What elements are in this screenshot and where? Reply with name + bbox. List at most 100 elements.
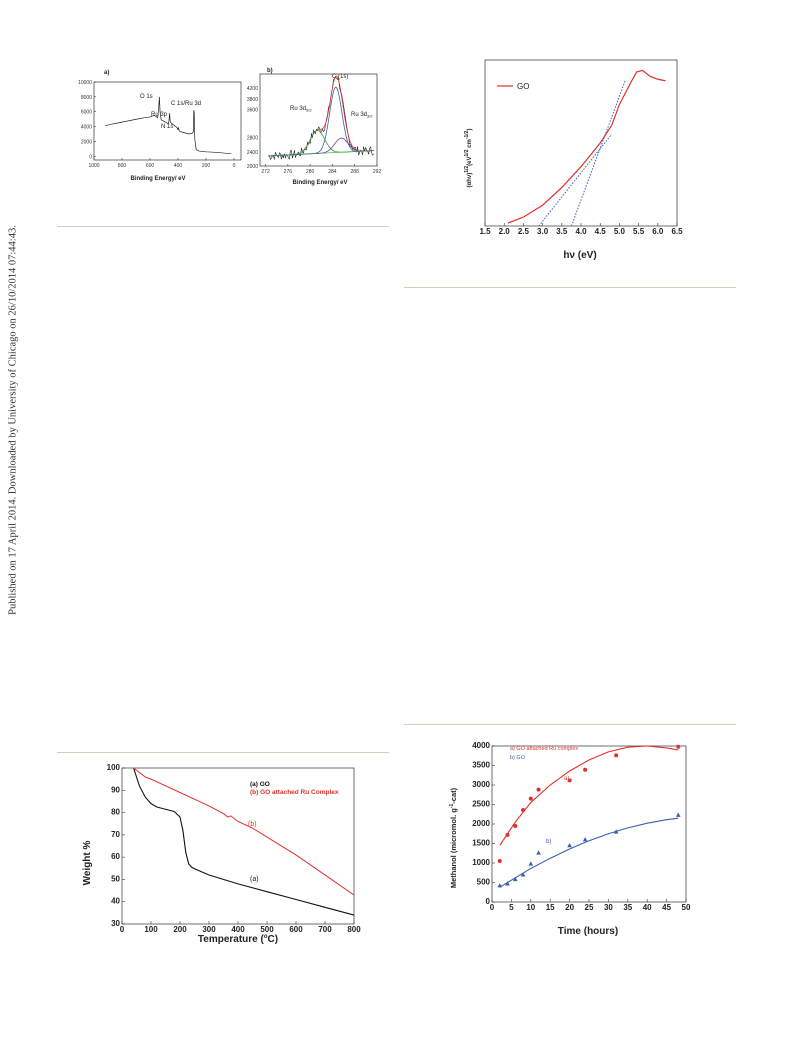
tga-go-line xyxy=(133,767,355,916)
methanol-go-point xyxy=(512,876,518,882)
xps-b-ann-ru52: Ru 3d5/2 xyxy=(290,106,312,113)
xps-a-plot-frame xyxy=(93,81,242,161)
methanol-ru-point xyxy=(513,823,518,828)
xps-a-x-tick-label: 0 xyxy=(233,163,236,169)
xps-a-y-tick-label: 0 xyxy=(89,154,92,160)
xps-b-y-tick-label: 2400 xyxy=(247,150,258,156)
methanol-ru-point xyxy=(497,859,502,864)
tga-y-tick-label: 90 xyxy=(111,785,120,794)
meth-y-tick-label: 1500 xyxy=(472,839,490,848)
methanol-go-point xyxy=(613,829,619,834)
meth-x-tick-label: 15 xyxy=(546,903,555,912)
separator-left-top xyxy=(57,226,389,227)
xps-b-x-tick-label: 288 xyxy=(351,169,360,175)
tga-y-tick-label: 40 xyxy=(111,897,120,906)
methanol-go-fit-line xyxy=(499,817,679,888)
tauc-x-tick-label: 4.0 xyxy=(575,227,587,236)
xps-b-y-tick-label: 3800 xyxy=(247,97,258,103)
methanol-ru-point xyxy=(676,744,681,749)
xps-a-ann-n1s: N 1s xyxy=(161,124,173,130)
xps-a-y-tick-label: 8000 xyxy=(81,95,92,101)
tga-legend-a: (a) GO xyxy=(250,781,270,788)
xps-a-y-tick-label: 10000 xyxy=(78,80,92,86)
xps-a-xlabel: Binding Energy/ eV xyxy=(130,176,185,182)
xps-survey-chart: a) 1000 800 600 400 200 010000800060004000200… xyxy=(78,70,242,182)
meth-y-tick-label: 500 xyxy=(477,878,491,887)
xps-a-y-tick-label: 4000 xyxy=(81,125,92,131)
tga-y-tick-label: 30 xyxy=(111,919,120,928)
methanol-ru-point xyxy=(614,753,619,758)
xps-a-x-tick-label: 400 xyxy=(174,163,183,169)
xps-c1s-component-line xyxy=(268,86,374,157)
meth-curve-label-b: b) xyxy=(546,839,551,845)
tauc-go-line xyxy=(507,69,666,224)
methanol-ru-fit-line xyxy=(499,745,679,846)
methanol-ru-point xyxy=(505,832,510,837)
xps-a-y-tick-label: 2000 xyxy=(81,139,92,145)
tauc-x-tick-label: 3.5 xyxy=(556,227,568,236)
tga-legend-b: (b) GO attached Ru Complex xyxy=(250,789,339,796)
meth-x-tick-label: 40 xyxy=(643,903,652,912)
xps-c1s-chart: b) 272 276 280 284 288 292 4200 3800 3600 2800 240… xyxy=(247,68,382,186)
methanol-ru-point xyxy=(583,767,588,772)
xps-b-ann-ru32: Ru 3d3/2 xyxy=(351,112,373,119)
tauc-ylabel: (αhν)1/2(eV1/2 cm-1/2) xyxy=(464,129,473,188)
xps-a-x-tick-label: 200 xyxy=(202,163,211,169)
xps-b-x-tick-label: 280 xyxy=(306,169,315,175)
xps-a-x-tick-label: 600 xyxy=(146,163,155,169)
meth-x-tick-label: 20 xyxy=(565,903,574,912)
tga-y-tick-label: 50 xyxy=(111,874,120,883)
methanol-go-point xyxy=(567,842,572,848)
methanol-ru-point xyxy=(528,796,533,801)
tga-ru-complex-line xyxy=(133,767,355,896)
meth-y-tick-label: 3500 xyxy=(472,761,490,770)
xps-b-y-tick-label: 2000 xyxy=(247,164,258,170)
separator-right-bottom xyxy=(404,724,736,725)
xps-survey-line xyxy=(105,96,232,155)
meth-ylabel: Methanol (micromol. g-1-cat) xyxy=(449,787,458,888)
meth-y-tick-label: 2000 xyxy=(472,819,490,828)
meth-y-tick-label: 3000 xyxy=(472,780,490,789)
publication-note-text: Published on 17 April 2014. Downloaded b… xyxy=(7,225,19,615)
tauc-tangent-line-2 xyxy=(570,80,626,227)
meth-y-tick-label: 1000 xyxy=(472,858,490,867)
tga-x-tick-label: 500 xyxy=(260,925,274,934)
meth-xlabel: Time (hours) xyxy=(558,926,618,937)
tga-curve-label-a: (a) xyxy=(250,876,259,883)
methanol-go-point xyxy=(582,837,588,842)
tga-x-tick-label: 400 xyxy=(231,925,245,934)
meth-legend-a: a) GO attached Ru complex xyxy=(510,746,578,752)
publication-note: Published on 17 April 2014. Downloaded b… xyxy=(4,180,22,660)
tga-y-tick-label: 70 xyxy=(111,830,120,839)
tga-x-tick-label: 100 xyxy=(144,925,158,934)
tauc-x-tick-label: 5.5 xyxy=(633,227,645,236)
xps-b-y-tick-label: 4200 xyxy=(247,86,258,92)
meth-x-tick-label: 0 xyxy=(490,903,495,912)
methanol-ru-point xyxy=(521,807,526,812)
xps-a-ann-ru3p: Ru 3p xyxy=(151,112,168,118)
methanol-go-point xyxy=(675,812,681,817)
xps-b-x-tick-label: 292 xyxy=(373,169,382,175)
xps-a-ann-c1s: C 1s/Ru 3d xyxy=(171,101,201,107)
tga-x-tick-label: 300 xyxy=(202,925,216,934)
methanol-go-point xyxy=(497,883,503,888)
tga-x-tick-label: 700 xyxy=(318,925,332,934)
separator-left-bottom xyxy=(57,752,389,753)
xps-a-x-tick-label: 800 xyxy=(118,163,127,169)
tauc-x-tick-label: 5.0 xyxy=(614,227,626,236)
meth-y-tick-label: 4000 xyxy=(472,741,490,750)
xps-a-ann-o1s: O 1s xyxy=(140,94,153,100)
xps-b-ann-c1s: C (1s) xyxy=(332,74,348,80)
tauc-plot-frame xyxy=(484,59,678,227)
meth-x-tick-label: 50 xyxy=(682,903,691,912)
xps-a-y-tick-label: 6000 xyxy=(81,110,92,116)
xps-c1s-baseline xyxy=(268,150,374,157)
tga-y-tick-label: 80 xyxy=(111,808,120,817)
methanol-ru-point xyxy=(567,778,572,783)
meth-legend-b: b) GO xyxy=(510,755,526,761)
tauc-x-tick-label: 2.5 xyxy=(518,227,530,236)
methanol-go-point xyxy=(536,850,541,855)
methanol-go-point xyxy=(505,881,510,886)
xps-b-x-tick-label: 276 xyxy=(284,169,293,175)
xps-b-plot-frame xyxy=(259,73,378,167)
